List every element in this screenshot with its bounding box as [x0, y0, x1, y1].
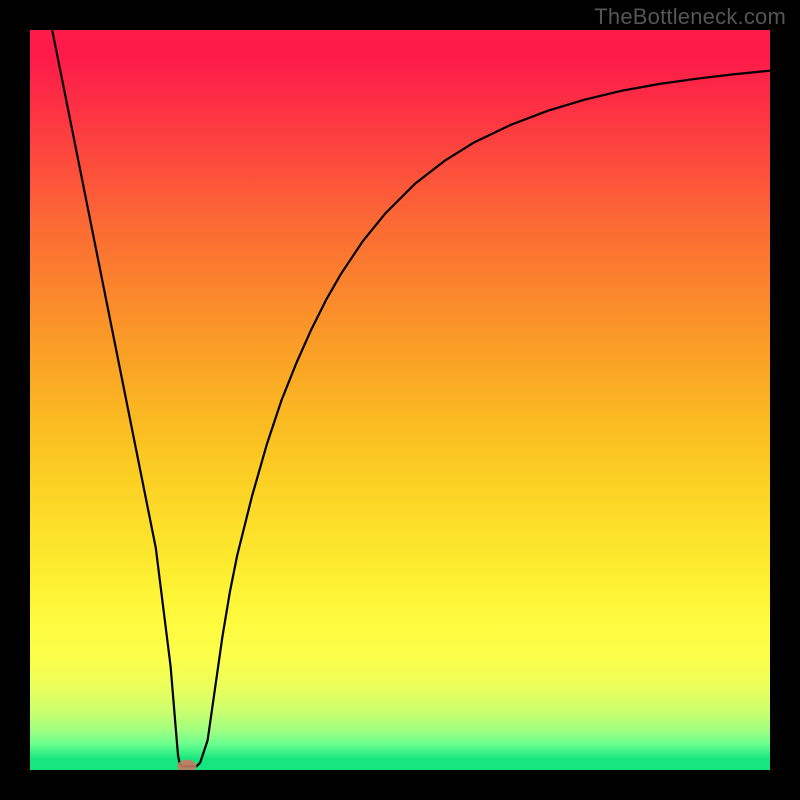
- gradient-background: [30, 30, 770, 770]
- watermark-text: TheBottleneck.com: [594, 4, 786, 30]
- chart-svg: [30, 30, 770, 770]
- chart-frame: TheBottleneck.com: [0, 0, 800, 800]
- plot-area: [30, 30, 770, 770]
